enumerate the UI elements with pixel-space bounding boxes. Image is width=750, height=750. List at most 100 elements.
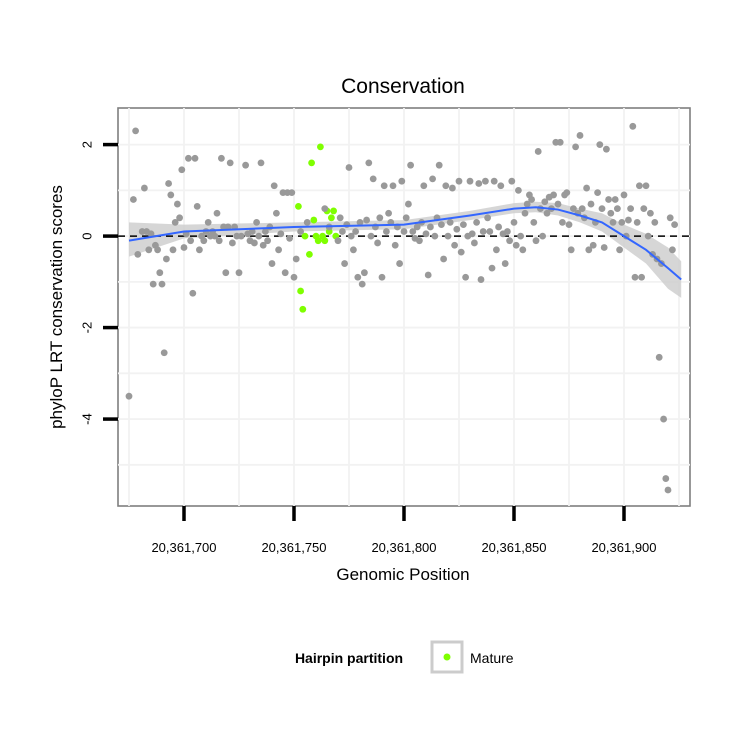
point-other	[167, 191, 175, 199]
point-other	[603, 145, 610, 153]
point-other	[455, 177, 463, 185]
point-other	[638, 273, 645, 281]
point-other	[218, 154, 225, 162]
point-other	[541, 198, 549, 206]
point-other	[468, 230, 476, 238]
point-other	[479, 228, 487, 235]
point-other	[204, 218, 212, 226]
point-other	[180, 244, 188, 251]
point-other	[251, 239, 258, 247]
point-other	[438, 221, 445, 229]
y-tick-label: -2	[79, 322, 94, 334]
point-other	[262, 228, 269, 235]
point-other	[495, 223, 502, 231]
point-other	[554, 200, 562, 208]
point-other	[471, 239, 478, 247]
point-other	[275, 246, 282, 254]
point-other	[651, 218, 659, 226]
point-other	[563, 189, 571, 197]
point-other	[424, 271, 432, 279]
point-other	[484, 214, 491, 222]
point-other	[336, 214, 344, 222]
point-other	[376, 214, 384, 222]
point-other	[609, 218, 617, 226]
point-other	[200, 237, 208, 245]
point-other	[277, 230, 285, 238]
legend-label-mature: Mature	[470, 650, 514, 666]
point-other	[185, 154, 192, 162]
point-other	[565, 221, 573, 229]
point-other	[176, 214, 184, 222]
point-other	[345, 164, 353, 171]
point-other	[508, 177, 516, 185]
point-other	[385, 209, 392, 217]
point-other	[422, 230, 430, 238]
point-other	[389, 182, 397, 190]
point-other	[156, 269, 164, 277]
point-other	[539, 232, 546, 240]
x-axis-title: Genomic Position	[336, 565, 469, 584]
points-layer	[125, 122, 678, 494]
legend-title: Hairpin partition	[295, 650, 403, 666]
point-other	[605, 196, 612, 203]
point-other	[281, 269, 289, 277]
point-other	[350, 246, 357, 254]
point-other	[361, 269, 368, 277]
grid	[118, 108, 690, 506]
point-other	[292, 255, 300, 263]
point-other	[334, 237, 342, 245]
point-other	[517, 232, 524, 240]
point-other	[473, 218, 480, 226]
point-other	[211, 232, 219, 240]
point-other	[343, 221, 351, 229]
point-other	[449, 184, 456, 192]
point-mature	[328, 214, 335, 222]
point-other	[237, 232, 245, 240]
point-other	[367, 232, 375, 240]
point-other	[147, 230, 155, 238]
point-other	[341, 260, 348, 267]
point-other	[158, 280, 166, 288]
point-other	[358, 280, 366, 288]
point-other	[504, 228, 511, 235]
point-other	[446, 218, 454, 226]
point-other	[614, 205, 621, 213]
point-other	[255, 232, 263, 240]
point-other	[567, 246, 575, 254]
point-other	[409, 228, 417, 235]
point-other	[576, 132, 584, 139]
point-other	[440, 255, 447, 263]
point-mature	[295, 202, 302, 210]
point-other	[587, 200, 595, 208]
point-other	[642, 182, 650, 190]
point-other	[400, 228, 408, 235]
point-other	[629, 122, 637, 130]
point-other	[625, 216, 632, 224]
point-other	[519, 246, 527, 254]
point-other	[130, 196, 137, 203]
point-other	[647, 209, 654, 217]
chart-title: Conservation	[341, 75, 465, 98]
point-other	[420, 182, 428, 190]
x-axis: 20,361,700 20,361,750 20,361,800 20,361,850…	[151, 506, 657, 555]
y-axis: 2 0 -2 -4	[79, 141, 118, 425]
legend: Hairpin partition Mature	[295, 640, 514, 674]
point-other	[490, 177, 498, 185]
point-other	[145, 246, 153, 254]
point-other	[556, 138, 564, 146]
point-other	[585, 246, 593, 254]
point-other	[429, 175, 436, 183]
point-other	[229, 239, 236, 247]
point-other	[444, 232, 452, 240]
point-other	[378, 273, 386, 281]
point-other	[321, 205, 329, 213]
point-other	[633, 218, 641, 226]
point-other	[457, 248, 465, 256]
point-other	[453, 225, 461, 233]
point-other	[171, 218, 179, 226]
point-other	[189, 289, 197, 297]
point-other	[596, 141, 604, 148]
point-other	[396, 260, 403, 267]
point-other	[521, 209, 529, 217]
point-other	[154, 246, 162, 254]
